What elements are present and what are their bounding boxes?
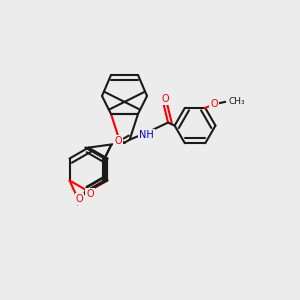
Text: CH₃: CH₃ (228, 98, 245, 106)
Text: O: O (114, 136, 122, 146)
Text: O: O (210, 99, 218, 109)
Text: O: O (76, 194, 83, 204)
Text: NH: NH (140, 130, 154, 140)
Text: O: O (161, 94, 169, 104)
Text: O: O (86, 189, 94, 199)
